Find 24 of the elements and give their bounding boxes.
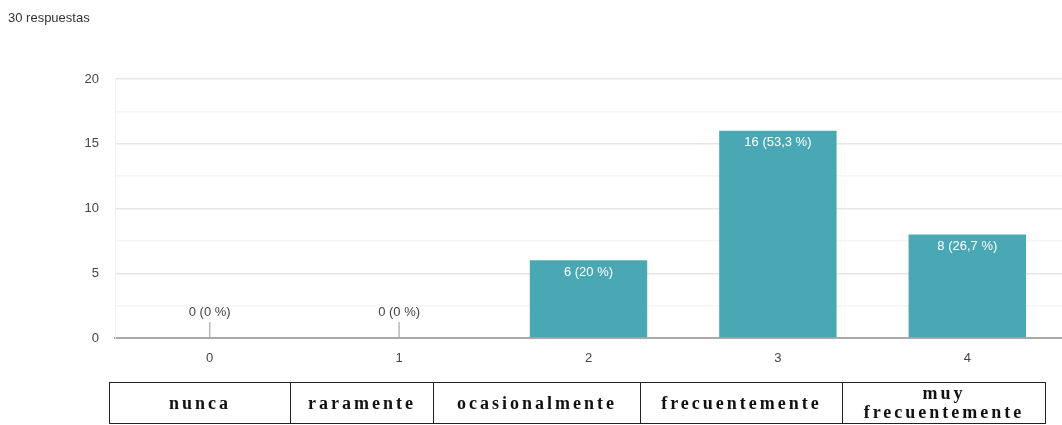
data-label: 6 (20 %) — [563, 263, 614, 279]
bar — [529, 260, 648, 338]
x-tick-label: 1 — [395, 350, 403, 366]
bar — [908, 234, 1027, 338]
y-tick-label: 0 — [91, 329, 99, 345]
text: frecuentemente — [640, 382, 843, 424]
data-label: 16 (53,3 %) — [744, 134, 812, 150]
text: raramente — [290, 382, 434, 424]
x-tick-label: 3 — [774, 350, 782, 366]
y-tick-label: 20 — [84, 70, 99, 86]
y-tick-label: 15 — [84, 135, 99, 151]
data-label: 8 (26,7 %) — [937, 237, 998, 253]
text: nunca — [109, 382, 291, 424]
chart-title: 30 respuestas — [8, 10, 90, 25]
text: muy frecuentemente — [842, 382, 1046, 424]
x-tick-label: 4 — [963, 350, 971, 366]
x-tick-label: 0 — [206, 350, 214, 366]
y-tick-label: 5 — [91, 264, 99, 280]
data-label: 0 (0 %) — [188, 303, 231, 319]
data-label: 0 (0 %) — [378, 303, 421, 319]
bar — [719, 130, 837, 338]
y-tick-label: 10 — [84, 200, 99, 216]
x-tick-label: 2 — [584, 350, 593, 366]
text: ocasionalmente — [433, 382, 641, 424]
